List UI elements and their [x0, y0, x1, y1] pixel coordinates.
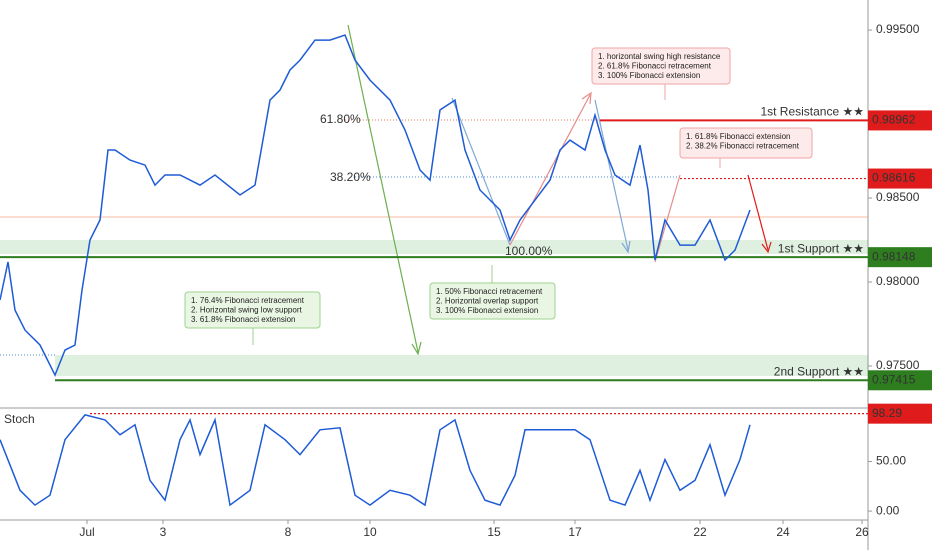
annotation-text: 2. 38.2% Fibonacci retracement: [686, 142, 800, 151]
fib-label: 38.20%: [330, 170, 371, 184]
annotation-box: [591, 47, 731, 85]
annotation-text: 1. 76.4% Fibonacci retracement: [191, 296, 305, 305]
arrows: [347, 24, 772, 356]
level-name: 1st Support ★★: [778, 241, 864, 255]
annotation-text: 2. Horizontal swing low support: [191, 306, 302, 315]
x-tick-label: 17: [568, 525, 582, 539]
x-tick-label: 15: [487, 525, 501, 539]
annotation-text: 1. horizontal swing high resistance: [598, 52, 721, 61]
y-tick-label: 0.98500: [876, 190, 920, 204]
support-zone: [55, 355, 868, 376]
pane-title: Stoch: [4, 412, 35, 426]
x-tick-label: 24: [776, 525, 790, 539]
level-name: 2nd Support ★★: [774, 364, 864, 378]
level-name: 1st Resistance ★★: [760, 105, 864, 119]
level-tag: [868, 110, 932, 131]
y-tick-label: 0.97500: [876, 358, 920, 372]
x-tick-label: 10: [363, 525, 377, 539]
annotation-box: [679, 127, 813, 159]
support-zone: [0, 240, 868, 254]
annotation-box: [429, 282, 556, 320]
level-value: 0.97415: [872, 372, 916, 386]
fib-label: 100.00%: [505, 244, 553, 258]
x-tick-label: 3: [160, 525, 167, 539]
level-value: 98.29: [872, 406, 902, 420]
level-value: 0.98962: [872, 113, 916, 127]
level-tag: [868, 370, 932, 391]
y-tick-label: 0.99500: [876, 22, 920, 36]
level-tag: [868, 168, 932, 189]
x-tick-label: 22: [693, 525, 707, 539]
level-value: 0.98148: [872, 249, 916, 263]
y-tick-label: 50.00: [876, 454, 906, 468]
x-tick-label: Jul: [79, 525, 94, 539]
x-tick-label: 8: [285, 525, 292, 539]
price-line: [0, 414, 751, 507]
fib-label: 61.80%: [320, 112, 361, 126]
annotation-text: 3. 61.8% Fibonacci extension: [191, 315, 296, 324]
annotation-text: 3. 100% Fibonacci extension: [598, 71, 700, 80]
annotation-text: 3. 100% Fibonacci extension: [436, 306, 538, 315]
x-tick-label: 26: [855, 525, 869, 539]
y-tick-label: 0.98000: [876, 274, 920, 288]
annotation-box: [184, 291, 321, 329]
level-tag: [868, 403, 932, 424]
level-value: 0.98616: [872, 171, 916, 185]
y-tick-label: 0.00: [876, 503, 900, 517]
level-tag: [868, 247, 932, 268]
annotation-text: 2. Horizontal overlap support: [436, 297, 539, 306]
annotation-text: 1. 50% Fibonacci retracement: [436, 287, 543, 296]
annotation-text: 2. 61.8% Fibonacci retracement: [598, 62, 712, 71]
price-line: [0, 34, 751, 377]
annotation-text: 1. 61.8% Fibonacci extension: [686, 132, 791, 141]
